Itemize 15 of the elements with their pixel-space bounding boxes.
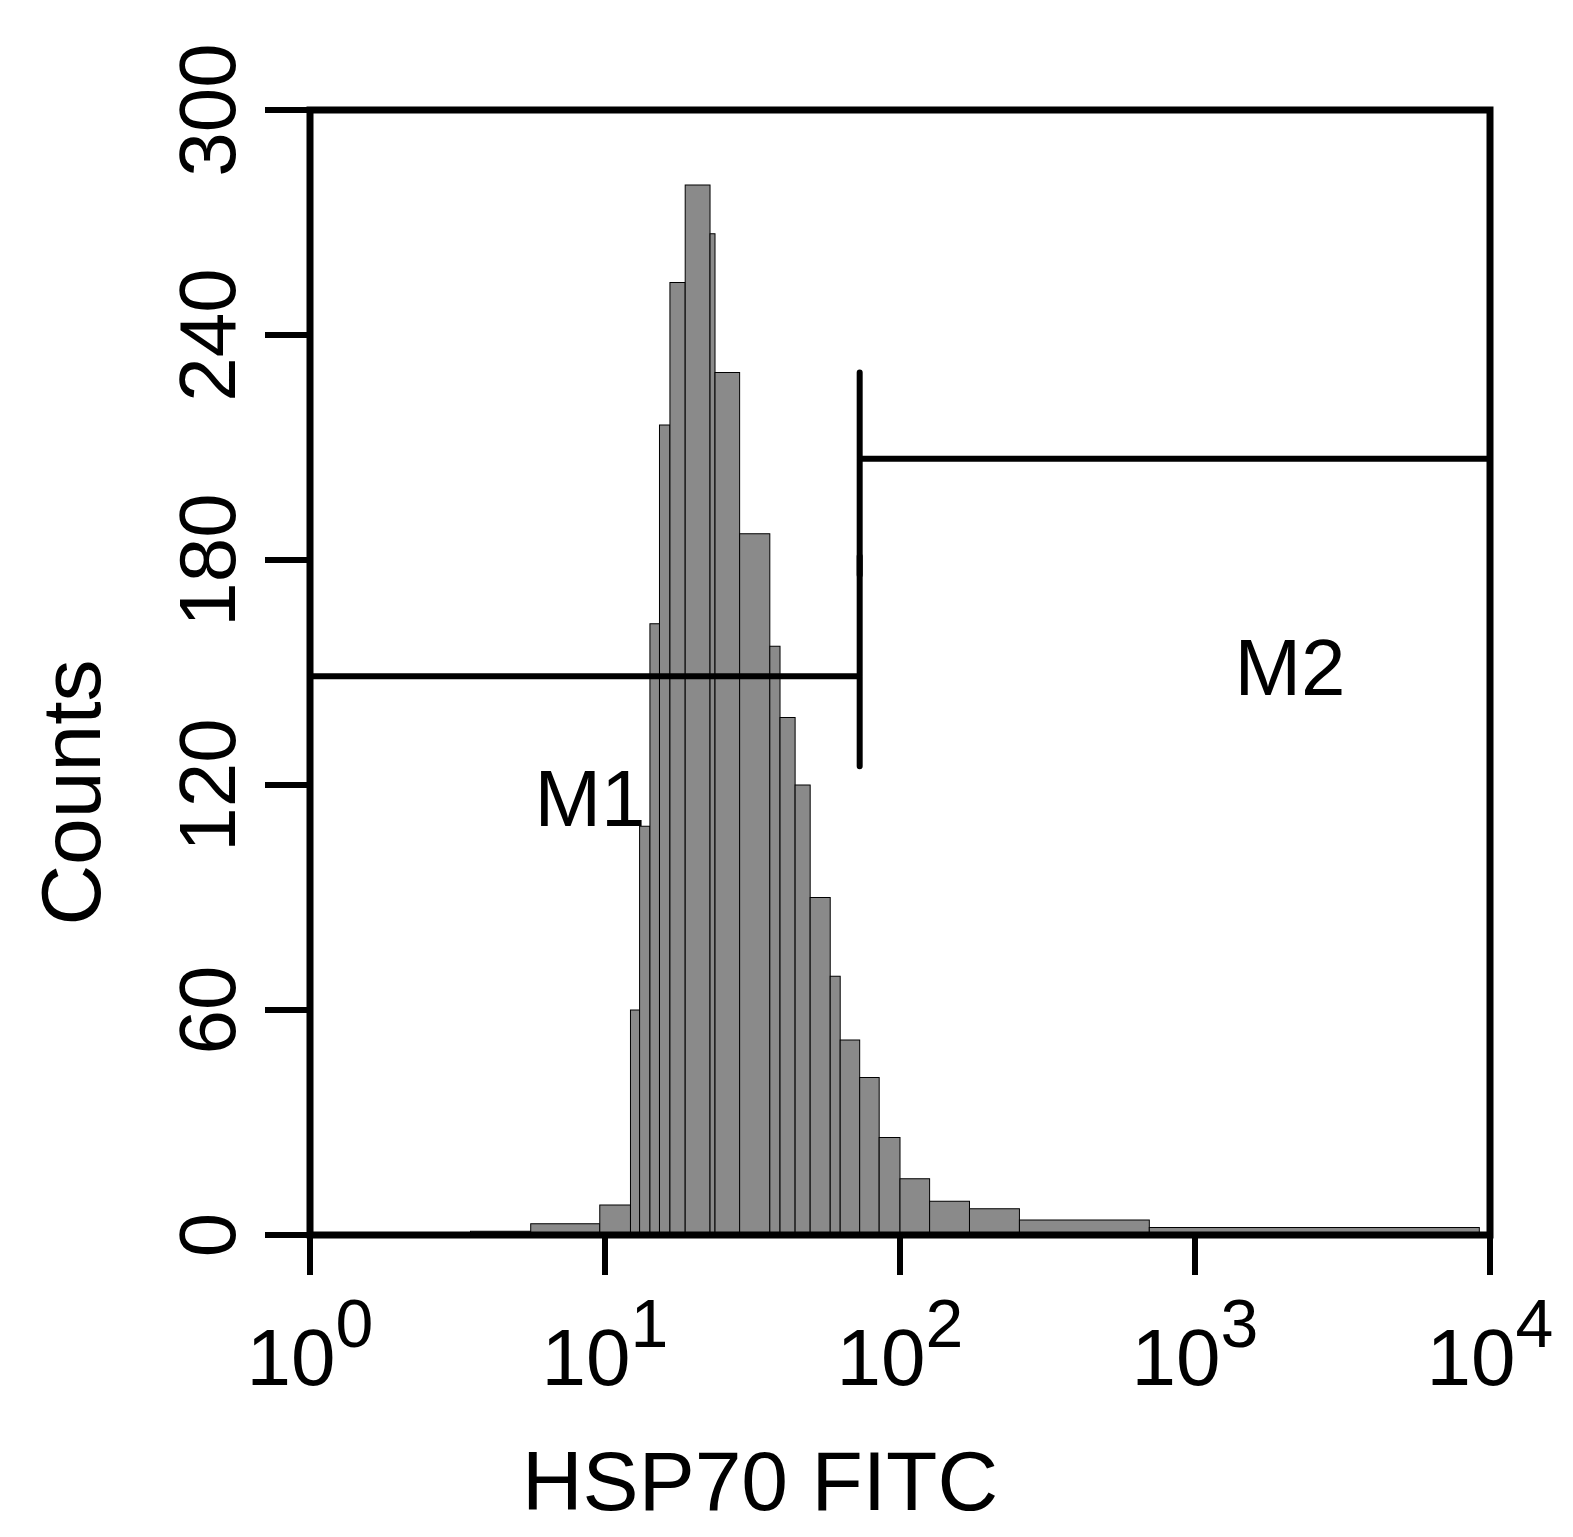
y-tick-label: 0 [163, 1212, 252, 1258]
x-tick-label: 10$^{3}$ [1131, 1285, 1259, 1402]
series-label: M1 [534, 754, 646, 844]
x-tick-label: 10$^{1}$ [541, 1285, 669, 1402]
text: M2 [1234, 623, 1346, 712]
y-axis-title: Counts [24, 659, 118, 926]
x-tick-label: 10$^{2}$ [836, 1285, 964, 1402]
y-tick-label: 60 [163, 965, 252, 1055]
y-tick-label: 180 [163, 493, 252, 627]
y-tick-label: 240 [163, 268, 252, 402]
x-axis-title: HSP70 FITC [521, 1434, 999, 1528]
y-tick-label: 300 [163, 43, 252, 177]
y-tick-label: 120 [163, 718, 252, 852]
x-tick-label: 10$^{4}$ [1426, 1285, 1554, 1402]
x-tick-label: 10$^{0}$ [246, 1285, 374, 1402]
